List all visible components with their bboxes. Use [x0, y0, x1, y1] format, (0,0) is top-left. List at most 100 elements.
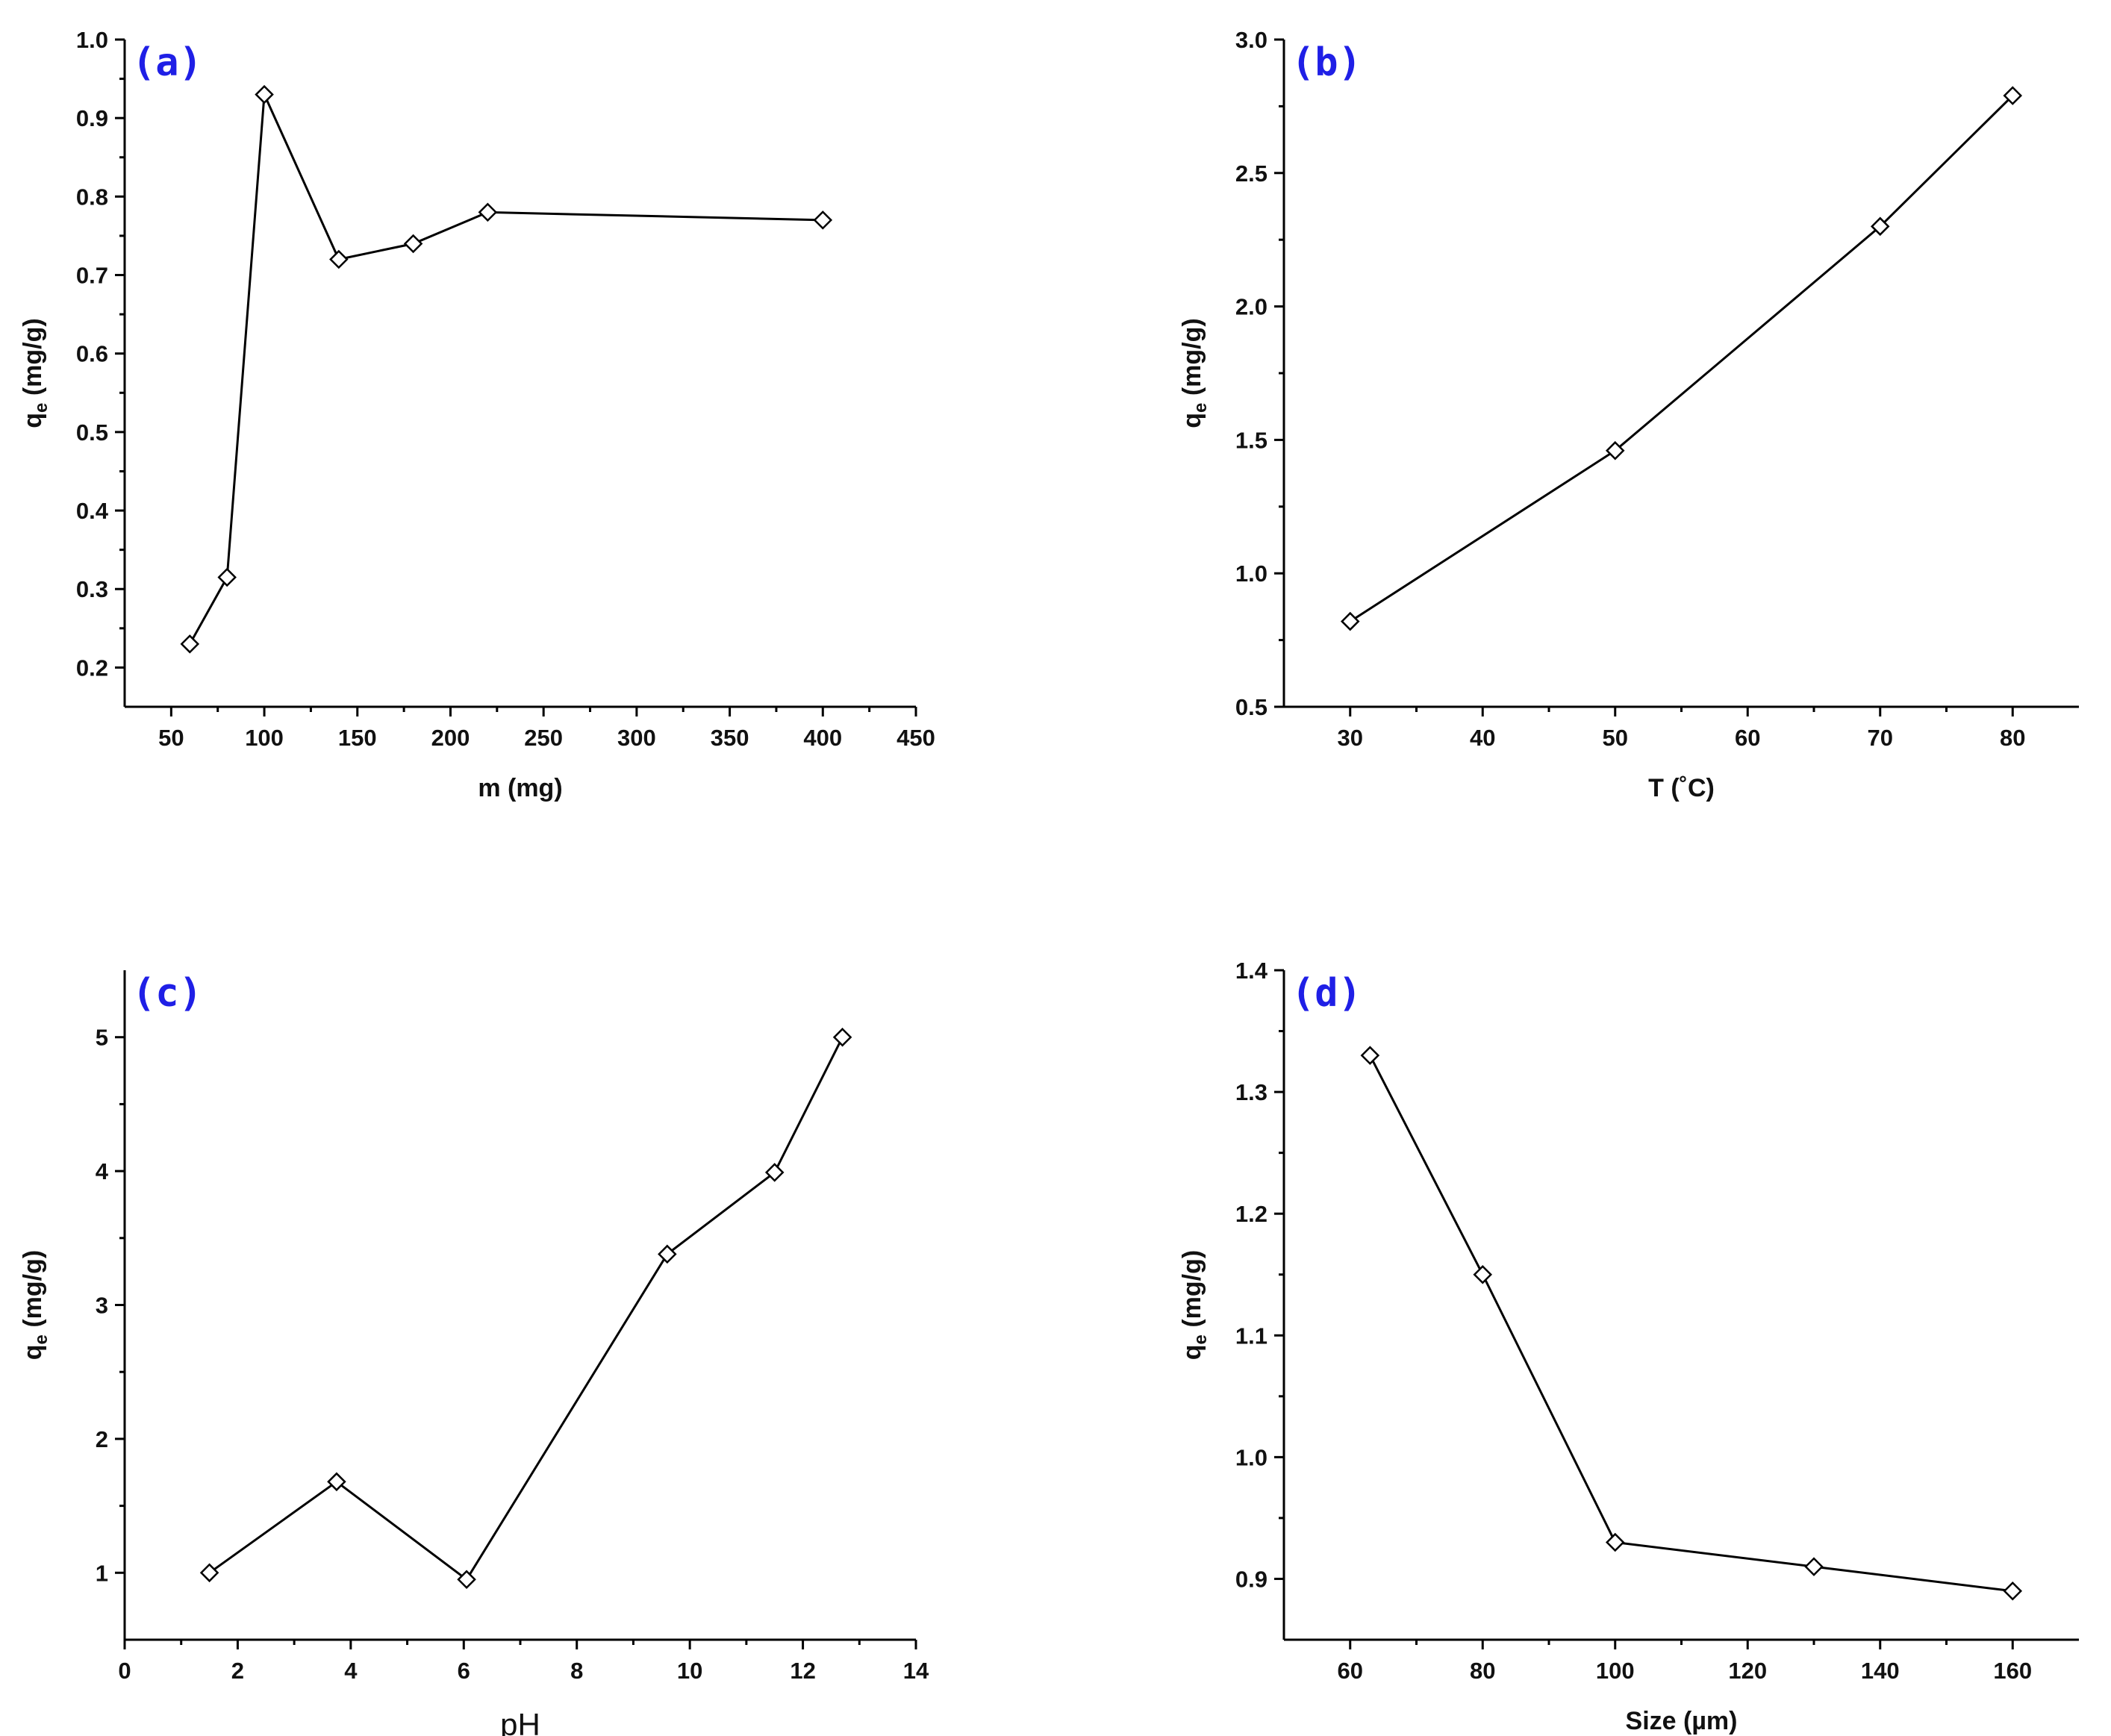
x-tick-label: 12: [790, 1658, 815, 1684]
data-point: [1605, 440, 1625, 460]
x-tick-label: 6: [458, 1658, 470, 1684]
panel-label: (d): [1291, 971, 1362, 1016]
y-tick-label: 0.9: [76, 105, 108, 131]
y-axis-title-subscript: e: [1191, 403, 1211, 413]
x-tick-label: 100: [1596, 1658, 1635, 1684]
x-tick-label: 400: [803, 725, 842, 751]
x-tick-label: 2: [231, 1658, 244, 1684]
data-point: [2003, 86, 2023, 105]
panel-label: (a): [132, 40, 202, 85]
y-axis-title-subscript: e: [31, 1334, 52, 1344]
data-point: [329, 249, 349, 269]
y-tick-label: 3.0: [1235, 27, 1267, 53]
data-point: [199, 1563, 219, 1583]
y-axis-title-unit: (mg/g): [1178, 318, 1206, 402]
y-tick-label: 0.3: [76, 576, 108, 602]
panel-b-chart: 30 40 50 60 70 80 0.5 1.0 1.5 2.0 2.5 3.0 T (˚C) qe (…: [1178, 27, 2079, 802]
y-axis-title: qe (mg/g): [1178, 318, 1211, 428]
y-axis-title-unit: (mg/g): [1178, 1250, 1206, 1334]
y-tick-label: 1.1: [1235, 1323, 1267, 1349]
y-tick-label: 0.8: [76, 184, 108, 210]
x-tick-label: 140: [1861, 1658, 1900, 1684]
x-axis-title: T (˚C): [1648, 774, 1715, 802]
y-axis-title-unit: (mg/g): [19, 318, 47, 402]
x-tick-label: 30: [1338, 725, 1363, 751]
y-tick-label: 3: [96, 1293, 108, 1319]
y-axis-title: qe (mg/g): [1178, 1250, 1211, 1360]
x-tick-label: 8: [570, 1658, 583, 1684]
panel-d-chart: 60 80 100 120 140 160 0.9 1.0 1.1 1.2 1.3 1.4 Size (…: [1178, 958, 2079, 1735]
y-tick-label: 0.2: [76, 655, 108, 681]
x-tick-label: 120: [1728, 1658, 1767, 1684]
y-tick-label: 1: [96, 1560, 108, 1586]
x-tick-label: 100: [245, 725, 284, 751]
y-tick-label: 1.3: [1235, 1079, 1267, 1105]
y-tick-label: 0.9: [1235, 1566, 1267, 1592]
y-tick-label: 1.5: [1235, 427, 1267, 453]
panel-label: (b): [1291, 40, 1362, 85]
x-tick-label: 14: [903, 1658, 929, 1684]
y-tick-label: 2.5: [1235, 160, 1267, 187]
y-axis-title-main: q: [1178, 413, 1206, 428]
x-tick-label: 350: [711, 725, 749, 751]
x-tick-label: 80: [2000, 725, 2025, 751]
y-axis-title-subscript: e: [31, 403, 52, 413]
y-axis-title-main: q: [1178, 1344, 1206, 1360]
y-tick-label: 0.5: [76, 419, 108, 446]
data-point: [764, 1163, 785, 1182]
data-point: [403, 234, 423, 254]
x-tick-label: 60: [1735, 725, 1760, 751]
data-point: [1605, 1532, 1625, 1552]
data-point: [832, 1027, 852, 1047]
data-point: [457, 1570, 476, 1590]
panel-a-chart: 50 100 150 200 250 300 350 400 450 0.2 0.3 0.4 0.5 0.…: [19, 27, 935, 802]
y-tick-label: 1.0: [76, 27, 108, 53]
x-axis-title: Size (µm): [1626, 1707, 1738, 1735]
x-tick-label: 4: [344, 1658, 358, 1684]
x-tick-label: 150: [338, 725, 377, 751]
data-point: [813, 210, 833, 230]
x-tick-label: 40: [1470, 725, 1495, 751]
y-tick-label: 1.4: [1235, 958, 1268, 984]
x-tick-label: 200: [431, 725, 470, 751]
data-point: [478, 202, 498, 222]
y-tick-label: 2.0: [1235, 294, 1267, 320]
y-axis-title: qe (mg/g): [19, 1250, 52, 1360]
data-point: [255, 84, 274, 104]
data-point: [327, 1472, 346, 1492]
x-tick-label: 50: [1603, 725, 1628, 751]
series-line: [1349, 95, 2014, 622]
x-axis-title: m (mg): [478, 774, 562, 802]
x-tick-label: 80: [1470, 1658, 1495, 1684]
data-point: [658, 1244, 677, 1264]
y-axis-title-main: q: [19, 1344, 47, 1360]
x-tick-label: 50: [158, 725, 184, 751]
y-axis-title-subscript: e: [1191, 1334, 1211, 1344]
y-axis-title-unit: (mg/g): [19, 1250, 47, 1334]
y-tick-label: 4: [96, 1158, 109, 1184]
y-axis-title-main: q: [19, 413, 47, 428]
series-line: [188, 93, 823, 645]
x-tick-label: 450: [897, 725, 935, 751]
data-point: [180, 634, 200, 654]
data-point: [2003, 1581, 2023, 1601]
y-tick-label: 2: [96, 1426, 108, 1452]
data-point: [1360, 1046, 1380, 1065]
x-tick-label: 250: [524, 725, 563, 751]
x-tick-label: 60: [1338, 1658, 1363, 1684]
x-tick-label: 10: [677, 1658, 702, 1684]
data-point: [1870, 216, 1890, 237]
series-line: [1369, 1055, 2013, 1593]
y-tick-label: 0.7: [76, 263, 108, 289]
y-tick-label: 0.5: [1235, 694, 1267, 720]
x-axis-title: pH: [500, 1707, 540, 1736]
x-tick-label: 0: [118, 1658, 131, 1684]
y-tick-label: 1.2: [1235, 1201, 1267, 1227]
y-tick-label: 0.4: [76, 498, 109, 524]
x-tick-label: 300: [617, 725, 656, 751]
y-axis-title: qe (mg/g): [19, 318, 52, 428]
y-tick-label: 1.0: [1235, 561, 1267, 587]
panel-label: (c): [132, 971, 202, 1016]
